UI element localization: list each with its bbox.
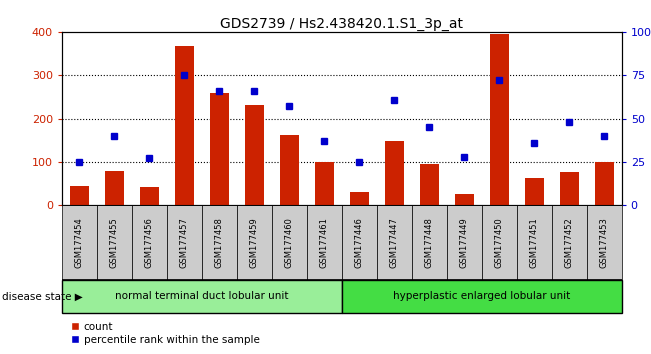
- Bar: [167, 205, 202, 280]
- Legend: count, percentile rank within the sample: count, percentile rank within the sample: [67, 317, 264, 349]
- Bar: [62, 280, 342, 313]
- Bar: [594, 162, 614, 205]
- Bar: [525, 178, 544, 205]
- Bar: [271, 205, 307, 280]
- Text: GSM177448: GSM177448: [424, 217, 434, 268]
- Bar: [342, 280, 622, 313]
- Bar: [202, 205, 237, 280]
- Text: GSM177460: GSM177460: [284, 217, 294, 268]
- Bar: [70, 186, 89, 205]
- Bar: [174, 46, 194, 205]
- Text: GSM177452: GSM177452: [564, 217, 574, 268]
- Bar: [560, 172, 579, 205]
- Bar: [587, 205, 622, 280]
- Bar: [140, 187, 159, 205]
- Bar: [132, 205, 167, 280]
- Bar: [280, 135, 299, 205]
- Text: GSM177458: GSM177458: [215, 217, 224, 268]
- Bar: [454, 194, 474, 205]
- Title: GDS2739 / Hs2.438420.1.S1_3p_at: GDS2739 / Hs2.438420.1.S1_3p_at: [220, 17, 464, 31]
- Bar: [62, 205, 97, 280]
- Bar: [517, 205, 551, 280]
- Bar: [377, 205, 411, 280]
- Text: GSM177453: GSM177453: [600, 217, 609, 268]
- Bar: [342, 205, 377, 280]
- Bar: [237, 205, 271, 280]
- Bar: [411, 205, 447, 280]
- Bar: [490, 34, 509, 205]
- Text: hyperplastic enlarged lobular unit: hyperplastic enlarged lobular unit: [393, 291, 570, 302]
- Bar: [350, 192, 369, 205]
- Bar: [551, 205, 587, 280]
- Bar: [420, 164, 439, 205]
- Text: GSM177459: GSM177459: [250, 217, 259, 268]
- Bar: [447, 205, 482, 280]
- Text: GSM177446: GSM177446: [355, 217, 364, 268]
- Text: GSM177457: GSM177457: [180, 217, 189, 268]
- Bar: [482, 205, 517, 280]
- Text: GSM177451: GSM177451: [530, 217, 539, 268]
- Bar: [210, 93, 229, 205]
- Text: GSM177447: GSM177447: [390, 217, 399, 268]
- Bar: [245, 105, 264, 205]
- Bar: [314, 162, 334, 205]
- Text: GSM177461: GSM177461: [320, 217, 329, 268]
- Text: GSM177455: GSM177455: [110, 217, 119, 268]
- Bar: [307, 205, 342, 280]
- Bar: [105, 171, 124, 205]
- Text: GSM177450: GSM177450: [495, 217, 504, 268]
- Text: GSM177456: GSM177456: [145, 217, 154, 268]
- Text: GSM177449: GSM177449: [460, 217, 469, 268]
- Text: GSM177454: GSM177454: [75, 217, 84, 268]
- Bar: [97, 205, 132, 280]
- Text: normal terminal duct lobular unit: normal terminal duct lobular unit: [115, 291, 288, 302]
- Text: disease state ▶: disease state ▶: [2, 291, 83, 302]
- Bar: [385, 141, 404, 205]
